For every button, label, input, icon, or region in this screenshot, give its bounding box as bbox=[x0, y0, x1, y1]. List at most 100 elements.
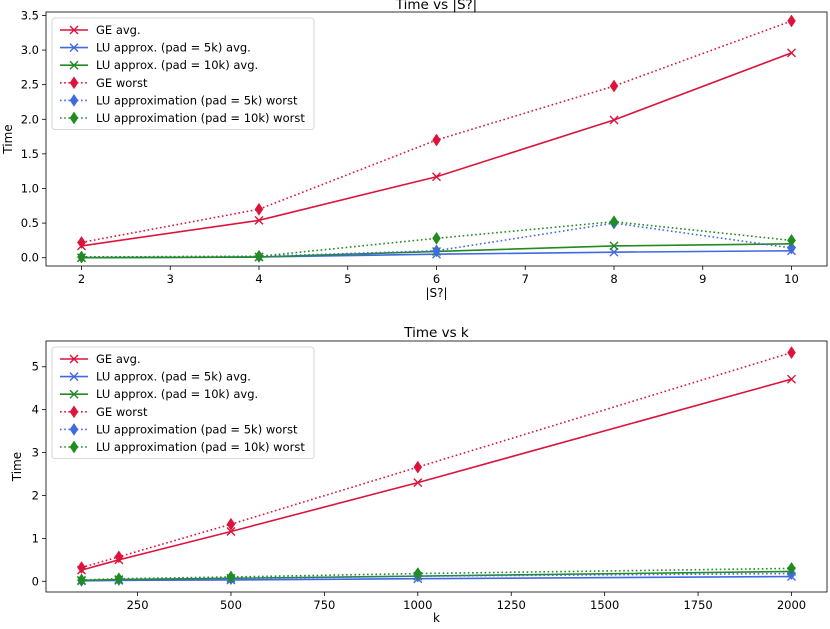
data-point bbox=[787, 48, 796, 58]
legend-label: GE avg. bbox=[96, 23, 141, 37]
x-tick-label: 250 bbox=[127, 598, 149, 612]
x-tick-label: 6 bbox=[433, 272, 440, 286]
y-tick-label: 5 bbox=[32, 360, 39, 374]
legend-marker bbox=[69, 25, 79, 35]
data-point bbox=[254, 215, 264, 225]
chart-time-vs-k: Time vs k 250 500 750 1000 1250 1500 1750 2000 0 1… bbox=[10, 325, 828, 625]
legend-marker bbox=[69, 76, 79, 90]
legend-box bbox=[51, 346, 315, 459]
data-point bbox=[413, 460, 423, 474]
x-tick-label: 2000 bbox=[777, 598, 806, 612]
data-point bbox=[254, 202, 264, 216]
legend-label: LU approx. (pad = 10k) avg. bbox=[96, 387, 258, 401]
series-line bbox=[81, 220, 792, 258]
legend-item: LU approximation (pad = 10k) worst bbox=[60, 111, 305, 125]
legend-label: LU approximation (pad = 5k) worst bbox=[96, 422, 298, 436]
chart-title: Time vs k bbox=[403, 325, 469, 341]
data-point bbox=[77, 250, 86, 264]
legend-marker bbox=[69, 111, 79, 125]
legend-label: GE worst bbox=[96, 405, 148, 419]
data-point bbox=[787, 346, 796, 360]
data-point bbox=[432, 133, 441, 147]
legend-marker bbox=[69, 43, 79, 53]
legend-item: LU approx. (pad = 5k) avg. bbox=[60, 370, 251, 384]
legend-item: LU approx. (pad = 5k) avg. bbox=[60, 41, 251, 55]
y-tick-label: 0 bbox=[32, 574, 39, 588]
series-lu-approximation-pad-10k-worst bbox=[77, 561, 796, 587]
series-ge-worst bbox=[77, 14, 796, 249]
data-point bbox=[609, 215, 619, 229]
legend-item: GE worst bbox=[60, 76, 148, 90]
x-tick-label: 2 bbox=[78, 272, 85, 286]
legend-label: GE avg. bbox=[96, 352, 141, 366]
data-point bbox=[432, 231, 441, 245]
y-axis-label: Time bbox=[10, 452, 24, 482]
x-tick-label: 9 bbox=[699, 272, 706, 286]
legend-label: GE worst bbox=[96, 76, 148, 90]
legend-item: GE worst bbox=[60, 405, 148, 419]
data-point bbox=[77, 573, 86, 587]
legend-marker bbox=[69, 422, 79, 436]
plot-frame bbox=[45, 340, 828, 593]
data-point bbox=[114, 550, 124, 564]
data-point bbox=[787, 233, 796, 247]
series-group bbox=[77, 346, 796, 587]
data-point bbox=[413, 567, 423, 581]
legend-label: LU approx. (pad = 5k) avg. bbox=[96, 41, 251, 55]
x-tick-label: 10 bbox=[784, 272, 799, 286]
legend-label: LU approx. (pad = 10k) avg. bbox=[96, 58, 258, 72]
data-point bbox=[77, 561, 86, 574]
data-point bbox=[432, 244, 441, 258]
legend-item: GE avg. bbox=[60, 352, 141, 366]
data-point bbox=[609, 115, 619, 125]
legend-label: LU approx. (pad = 5k) avg. bbox=[96, 370, 251, 384]
legend-item: LU approximation (pad = 10k) worst bbox=[60, 440, 305, 454]
data-point bbox=[787, 14, 796, 28]
legend-item: LU approximation (pad = 5k) worst bbox=[60, 422, 298, 436]
x-tick-label: 1250 bbox=[497, 598, 526, 612]
y-tick-label: 2.0 bbox=[21, 112, 39, 126]
x-tick-label: 5 bbox=[344, 272, 351, 286]
x-tick-label: 1750 bbox=[683, 598, 712, 612]
legend-item: LU approx. (pad = 10k) avg. bbox=[60, 58, 258, 72]
legend-item: LU approximation (pad = 5k) worst bbox=[60, 93, 298, 107]
data-point bbox=[609, 241, 619, 251]
y-tick-label: 3.0 bbox=[21, 43, 39, 57]
y-tick-label: 0.5 bbox=[21, 216, 39, 230]
data-point bbox=[787, 374, 796, 384]
series-ge-worst bbox=[77, 346, 796, 574]
legend-label: LU approximation (pad = 10k) worst bbox=[96, 440, 305, 454]
legend-label: LU approximation (pad = 5k) worst bbox=[96, 93, 298, 107]
x-tick-label: 3 bbox=[167, 272, 174, 286]
y-tick-label: 3.5 bbox=[21, 8, 39, 22]
legend-item: GE avg. bbox=[60, 23, 141, 37]
data-point bbox=[226, 517, 236, 531]
chart-title: Time vs |S?| bbox=[395, 0, 477, 13]
y-tick-label: 1.0 bbox=[21, 181, 39, 195]
x-tick-label: 750 bbox=[313, 598, 335, 612]
y-tick-label: 0.0 bbox=[21, 251, 39, 265]
data-point bbox=[226, 570, 236, 584]
legend-marker bbox=[69, 389, 79, 399]
x-tick-label: 7 bbox=[522, 272, 529, 286]
legend-box bbox=[51, 17, 315, 130]
x-axis-label: k bbox=[433, 611, 440, 625]
legend-item: LU approx. (pad = 10k) avg. bbox=[60, 387, 258, 401]
legend: GE avg. LU approx. (pad = 5k) avg. LU appr… bbox=[51, 346, 315, 459]
y-tick-label: 2 bbox=[32, 488, 39, 502]
x-tick-label: 1000 bbox=[403, 598, 432, 612]
y-tick-label: 1 bbox=[32, 531, 39, 545]
data-point bbox=[787, 241, 796, 255]
legend-marker bbox=[69, 354, 79, 364]
data-point bbox=[77, 236, 86, 249]
series-lu-approximation-pad-10k-worst bbox=[77, 215, 796, 264]
legend: GE avg. LU approx. (pad = 5k) avg. LU appr… bbox=[51, 17, 315, 130]
chart-time-vs-s: Time vs |S?| 2 3 4 5 6 7 8 9 10 0.0 0.5 1.0 1.5 2.0 2.5… bbox=[1, 0, 828, 300]
legend-marker bbox=[69, 60, 79, 70]
x-tick-label: 1500 bbox=[590, 598, 619, 612]
y-tick-label: 4 bbox=[32, 403, 39, 417]
y-tick-label: 2.5 bbox=[21, 78, 39, 92]
data-point bbox=[254, 249, 264, 263]
data-point bbox=[787, 561, 796, 575]
